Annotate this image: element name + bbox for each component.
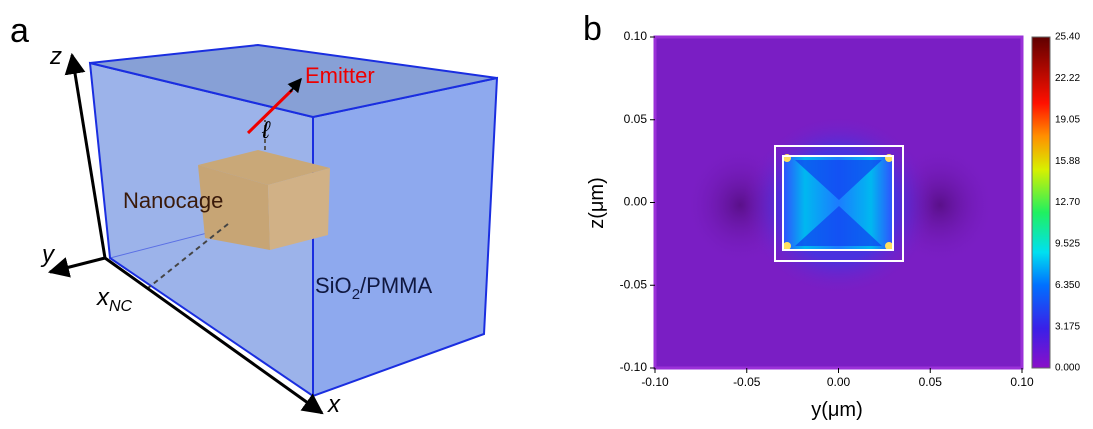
length-label: ℓ — [261, 117, 271, 144]
x-tick-label: 0.05 — [919, 375, 943, 389]
medium-label: SiO2/PMMA — [315, 273, 432, 303]
outline — [782, 155, 894, 251]
medium-pre: SiO — [315, 273, 352, 298]
y-axis-label: z(μm) — [586, 177, 608, 229]
x-nc-sub: NC — [109, 298, 133, 315]
y-tick-label: 0.00 — [624, 195, 648, 209]
emitter-arrow — [287, 77, 302, 94]
nanocage-label: Nanocage — [123, 188, 223, 213]
x-tick-label: -0.10 — [641, 375, 669, 389]
colorbar-tick-label: 22.22 — [1055, 73, 1080, 84]
x-nc-label: xNC — [96, 284, 133, 315]
x-axis-label: y(μm) — [811, 399, 863, 421]
x-tick-label: 0.10 — [1010, 375, 1034, 389]
panel-label: b — [583, 10, 602, 48]
y-tick-label: 0.05 — [624, 112, 648, 126]
axis-label: z — [49, 43, 62, 70]
colorbar — [1031, 36, 1051, 369]
colorbar-tick-label: 12.70 — [1055, 197, 1080, 208]
axis-arrow — [64, 52, 107, 259]
colorbar-tick-label: 9.525 — [1055, 239, 1080, 250]
colorbar-tick-label: 0.000 — [1055, 363, 1080, 374]
x-tick-label: -0.05 — [733, 375, 761, 389]
axis-arrow — [104, 256, 324, 415]
heatmap-region — [795, 160, 882, 246]
x-tick-label: 0.00 — [827, 375, 851, 389]
medium-post: /PMMA — [360, 273, 432, 298]
emitter-dipole — [246, 88, 294, 135]
emitter-label: Emitter — [305, 63, 375, 88]
axis-label: x — [327, 391, 341, 418]
x-nc-base: x — [96, 284, 110, 311]
medium-sub: 2 — [352, 286, 360, 303]
colorbar-tick-label: 25.40 — [1055, 32, 1080, 43]
colorbar-tick-label: 3.175 — [1055, 321, 1080, 332]
panel-label: a — [10, 12, 29, 50]
cube-top — [198, 150, 330, 185]
colorbar-tick-label: 19.05 — [1055, 114, 1080, 125]
box-front — [312, 76, 499, 398]
y-tick-label: -0.05 — [620, 277, 648, 291]
y-tick-label: 0.10 — [624, 29, 648, 43]
colorbar-tick-label: 6.350 — [1055, 280, 1080, 291]
y-tick-label: -0.10 — [620, 360, 648, 374]
outline — [774, 145, 904, 262]
colorbar-tick-label: 15.88 — [1055, 156, 1080, 167]
dashed-line — [147, 223, 229, 289]
cube-front — [198, 165, 270, 250]
axis-label: y — [40, 241, 56, 268]
cube-side — [268, 168, 330, 250]
axis-arrow — [47, 256, 106, 278]
